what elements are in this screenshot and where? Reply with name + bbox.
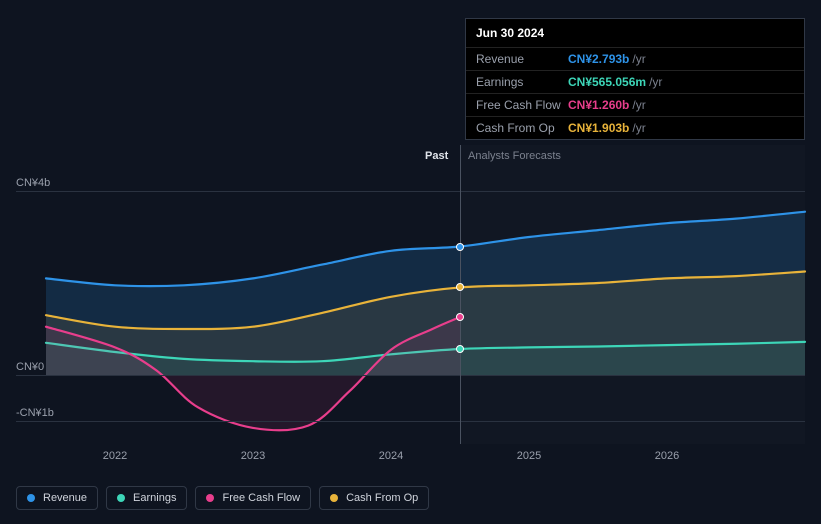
x-axis-label: 2022 xyxy=(103,450,127,462)
y-axis-label: CN¥0 xyxy=(16,361,44,373)
tooltip-row-label: Free Cash Flow xyxy=(476,98,568,112)
legend-item-free_cash_flow[interactable]: Free Cash Flow xyxy=(195,486,311,510)
tooltip-row-unit: /yr xyxy=(649,75,662,89)
tooltip-row-label: Cash From Op xyxy=(476,121,568,135)
tooltip: Jun 30 2024 RevenueCN¥2.793b/yrEarningsC… xyxy=(465,18,805,140)
tooltip-row-label: Revenue xyxy=(476,52,568,66)
tooltip-row-value: CN¥1.903b xyxy=(568,121,629,135)
marker-earnings xyxy=(456,345,464,353)
y-axis-label: CN¥4b xyxy=(16,177,50,189)
legend-item-earnings[interactable]: Earnings xyxy=(106,486,187,510)
gridline xyxy=(16,421,805,422)
divider-line xyxy=(460,145,461,444)
legend: Revenue Earnings Free Cash Flow Cash From O… xyxy=(16,486,429,510)
tooltip-row: RevenueCN¥2.793b/yr xyxy=(466,47,804,70)
tooltip-row: Cash From OpCN¥1.903b/yr xyxy=(466,116,804,139)
legend-dot xyxy=(330,494,338,502)
legend-item-revenue[interactable]: Revenue xyxy=(16,486,98,510)
forecast-label: Analysts Forecasts xyxy=(468,150,561,162)
plot-area xyxy=(46,145,805,444)
legend-label: Revenue xyxy=(43,492,87,504)
legend-label: Cash From Op xyxy=(346,492,418,504)
y-axis-label: -CN¥1b xyxy=(16,407,54,419)
tooltip-row-unit: /yr xyxy=(632,52,645,66)
x-axis-label: 2025 xyxy=(517,450,541,462)
tooltip-row-unit: /yr xyxy=(632,98,645,112)
legend-dot xyxy=(206,494,214,502)
marker-revenue xyxy=(456,243,464,251)
legend-label: Earnings xyxy=(133,492,176,504)
gridline xyxy=(16,375,805,376)
past-label: Past xyxy=(425,150,448,162)
tooltip-row-value: CN¥2.793b xyxy=(568,52,629,66)
gridline xyxy=(16,191,805,192)
legend-dot xyxy=(117,494,125,502)
tooltip-row-label: Earnings xyxy=(476,75,568,89)
x-axis-label: 2026 xyxy=(655,450,679,462)
tooltip-row-value: CN¥1.260b xyxy=(568,98,629,112)
x-axis-label: 2024 xyxy=(379,450,403,462)
tooltip-row: EarningsCN¥565.056m/yr xyxy=(466,70,804,93)
tooltip-row-unit: /yr xyxy=(632,121,645,135)
x-axis-label: 2023 xyxy=(241,450,265,462)
legend-label: Free Cash Flow xyxy=(222,492,300,504)
marker-cash_from_op xyxy=(456,283,464,291)
legend-dot xyxy=(27,494,35,502)
tooltip-title: Jun 30 2024 xyxy=(466,19,804,47)
legend-item-cash_from_op[interactable]: Cash From Op xyxy=(319,486,429,510)
marker-free_cash_flow xyxy=(456,313,464,321)
chart-container: Jun 30 2024 RevenueCN¥2.793b/yrEarningsC… xyxy=(16,0,805,524)
tooltip-row-value: CN¥565.056m xyxy=(568,75,646,89)
chart-svg xyxy=(46,145,805,444)
tooltip-row: Free Cash FlowCN¥1.260b/yr xyxy=(466,93,804,116)
